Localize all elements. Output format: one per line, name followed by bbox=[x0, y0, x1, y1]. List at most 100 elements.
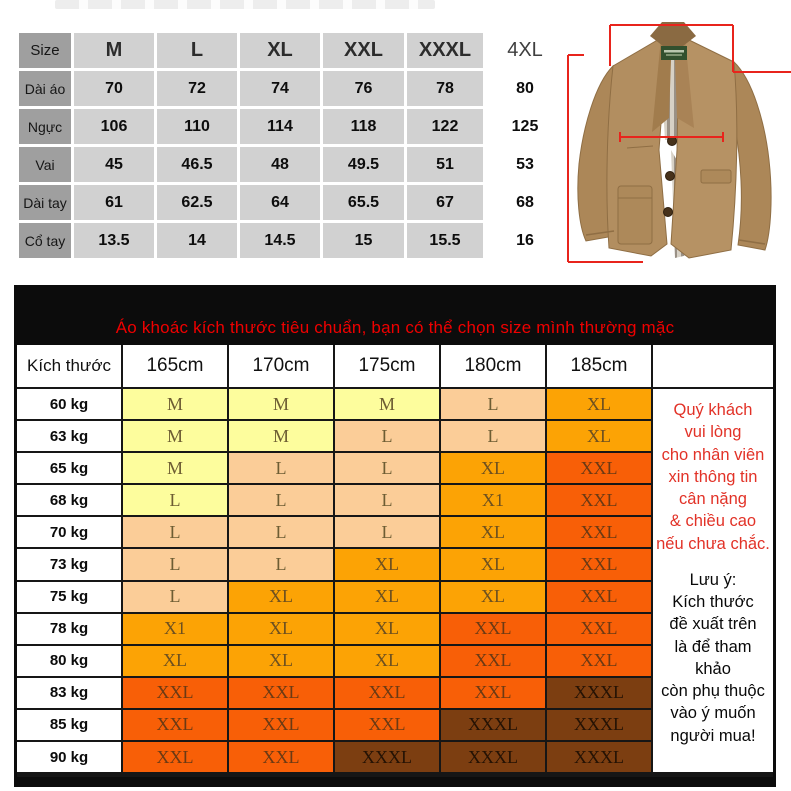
size-table-value: 72 bbox=[157, 71, 237, 106]
fit-table: Áo khoác kích thước tiêu chuẩn, bạn có t… bbox=[14, 285, 776, 787]
fit-size-cell: X1 bbox=[123, 613, 227, 644]
fit-size-cell: L bbox=[335, 517, 439, 548]
size-table-header-m: M bbox=[74, 33, 154, 68]
fit-size-cell: XXXL bbox=[547, 742, 651, 773]
fit-size-cell: XL bbox=[335, 549, 439, 580]
size-table-value: 70 bbox=[74, 71, 154, 106]
fit-table-height-header: 180cm bbox=[441, 345, 545, 387]
fit-size-cell: L bbox=[229, 453, 333, 484]
size-table-header-xxxl: XXXL bbox=[407, 33, 483, 68]
fit-size-cell: M bbox=[229, 421, 333, 452]
fit-size-cell: XXL bbox=[335, 709, 439, 741]
fit-table-height-header: 185cm bbox=[547, 345, 651, 387]
size-table-row-label: Vai bbox=[19, 147, 71, 182]
fit-size-cell: XXL bbox=[547, 485, 651, 516]
size-table-corner: Size bbox=[19, 33, 71, 68]
size-table-header-4xl: 4XL bbox=[507, 39, 543, 61]
fit-table-title: Áo khoác kích thước tiêu chuẩn, bạn có t… bbox=[115, 318, 675, 337]
fit-size-cell: XL bbox=[335, 613, 439, 644]
size-table-value: 15.5 bbox=[407, 223, 483, 258]
fit-size-cell: XXL bbox=[441, 645, 545, 676]
fit-size-cell: XXL bbox=[547, 549, 651, 580]
size-table-value: 65.5 bbox=[323, 185, 404, 220]
fit-table-weight-label: 85 kg bbox=[17, 709, 121, 741]
size-table-value: 125 bbox=[511, 117, 539, 135]
fit-size-cell: XXL bbox=[547, 645, 651, 676]
fit-size-cell: XL bbox=[547, 389, 651, 420]
fit-size-cell: XXL bbox=[229, 742, 333, 773]
size-table-header-xl: XL bbox=[240, 33, 320, 68]
fit-table-note-cell: Quý khách vui lòng cho nhân viên xin thô… bbox=[653, 389, 773, 773]
fit-size-cell: XL bbox=[123, 645, 227, 676]
size-table-value: 14.5 bbox=[240, 223, 320, 258]
fit-size-cell: XXL bbox=[335, 677, 439, 708]
fit-size-cell: XXL bbox=[229, 709, 333, 741]
note-black-text: Lưu ý: Kích thước đề xuất trên là để tha… bbox=[661, 570, 765, 745]
fit-size-cell: L bbox=[229, 517, 333, 548]
fit-size-cell: M bbox=[335, 389, 439, 420]
fit-size-cell: M bbox=[123, 389, 227, 420]
fit-table-corner: Kích thước bbox=[17, 345, 121, 387]
fit-table-weight-label: 75 kg bbox=[17, 581, 121, 612]
size-table-value: 118 bbox=[323, 109, 404, 144]
fit-size-cell: L bbox=[441, 421, 545, 452]
size-table-row-label: Dài áo bbox=[19, 71, 71, 106]
fit-size-cell: X1 bbox=[441, 485, 545, 516]
size-table-value: 46.5 bbox=[157, 147, 237, 182]
note-red-text: Quý khách vui lòng cho nhân viên xin thô… bbox=[656, 401, 770, 553]
fit-table-weight-label: 68 kg bbox=[17, 485, 121, 516]
size-table-value: 110 bbox=[157, 109, 237, 144]
fit-size-cell: L bbox=[335, 485, 439, 516]
size-table-value: 61 bbox=[74, 185, 154, 220]
fit-size-cell: XXL bbox=[441, 613, 545, 644]
size-table-value: 62.5 bbox=[157, 185, 237, 220]
fit-size-cell: XL bbox=[547, 421, 651, 452]
fit-size-cell: L bbox=[123, 485, 227, 516]
jacket-photo bbox=[567, 22, 791, 263]
fit-table-height-header: 175cm bbox=[335, 345, 439, 387]
fit-size-cell: L bbox=[335, 453, 439, 484]
fit-size-cell: XXXL bbox=[441, 709, 545, 741]
fit-size-cell: XL bbox=[335, 581, 439, 612]
size-table-header-xxl: XXL bbox=[323, 33, 404, 68]
measurement-lines bbox=[567, 24, 791, 263]
fit-size-cell: XXL bbox=[229, 677, 333, 708]
fit-size-cell: XXL bbox=[547, 517, 651, 548]
fit-size-cell: XL bbox=[229, 645, 333, 676]
fit-table-weight-label: 65 kg bbox=[17, 453, 121, 484]
size-table-value: 68 bbox=[516, 193, 534, 211]
size-table-row-label: Ngực bbox=[19, 109, 71, 144]
size-table-row-label: Dài tay bbox=[19, 185, 71, 220]
fit-size-cell: M bbox=[123, 453, 227, 484]
fit-table-weight-label: 90 kg bbox=[17, 742, 121, 773]
fit-size-cell: L bbox=[335, 421, 439, 452]
size-table-value: 64 bbox=[240, 185, 320, 220]
fit-table-weight-label: 78 kg bbox=[17, 613, 121, 644]
size-table-value: 53 bbox=[516, 155, 534, 173]
fit-size-cell: L bbox=[229, 549, 333, 580]
fit-size-cell: XXXL bbox=[335, 742, 439, 773]
fit-table-weight-label: 60 kg bbox=[17, 389, 121, 420]
jacket-illustration bbox=[577, 22, 772, 259]
size-table-value: 45 bbox=[74, 147, 154, 182]
size-table-value: 74 bbox=[240, 71, 320, 106]
size-table-value: 15 bbox=[323, 223, 404, 258]
fit-size-cell: L bbox=[229, 485, 333, 516]
fit-size-cell: XXXL bbox=[547, 709, 651, 741]
fit-size-cell: XXL bbox=[123, 709, 227, 741]
fit-size-cell: XXXL bbox=[441, 742, 545, 773]
fit-table-weight-label: 83 kg bbox=[17, 677, 121, 708]
fit-size-cell: XXL bbox=[441, 677, 545, 708]
fit-size-cell: XL bbox=[441, 453, 545, 484]
fit-table-height-header: 170cm bbox=[229, 345, 333, 387]
size-table-value: 48 bbox=[240, 147, 320, 182]
fit-size-cell: M bbox=[123, 421, 227, 452]
size-table-value: 114 bbox=[240, 109, 320, 144]
size-table-value: 122 bbox=[407, 109, 483, 144]
size-table-value: 16 bbox=[516, 231, 534, 249]
fit-grid: Kích thước 165cm 170cm 175cm 180cm 185cm 60 kg… bbox=[17, 345, 773, 777]
fit-size-cell: XXL bbox=[123, 742, 227, 773]
fit-table-weight-label: 80 kg bbox=[17, 645, 121, 676]
size-table-row-label: Cổ tay bbox=[19, 223, 71, 258]
fit-size-cell: XL bbox=[229, 613, 333, 644]
